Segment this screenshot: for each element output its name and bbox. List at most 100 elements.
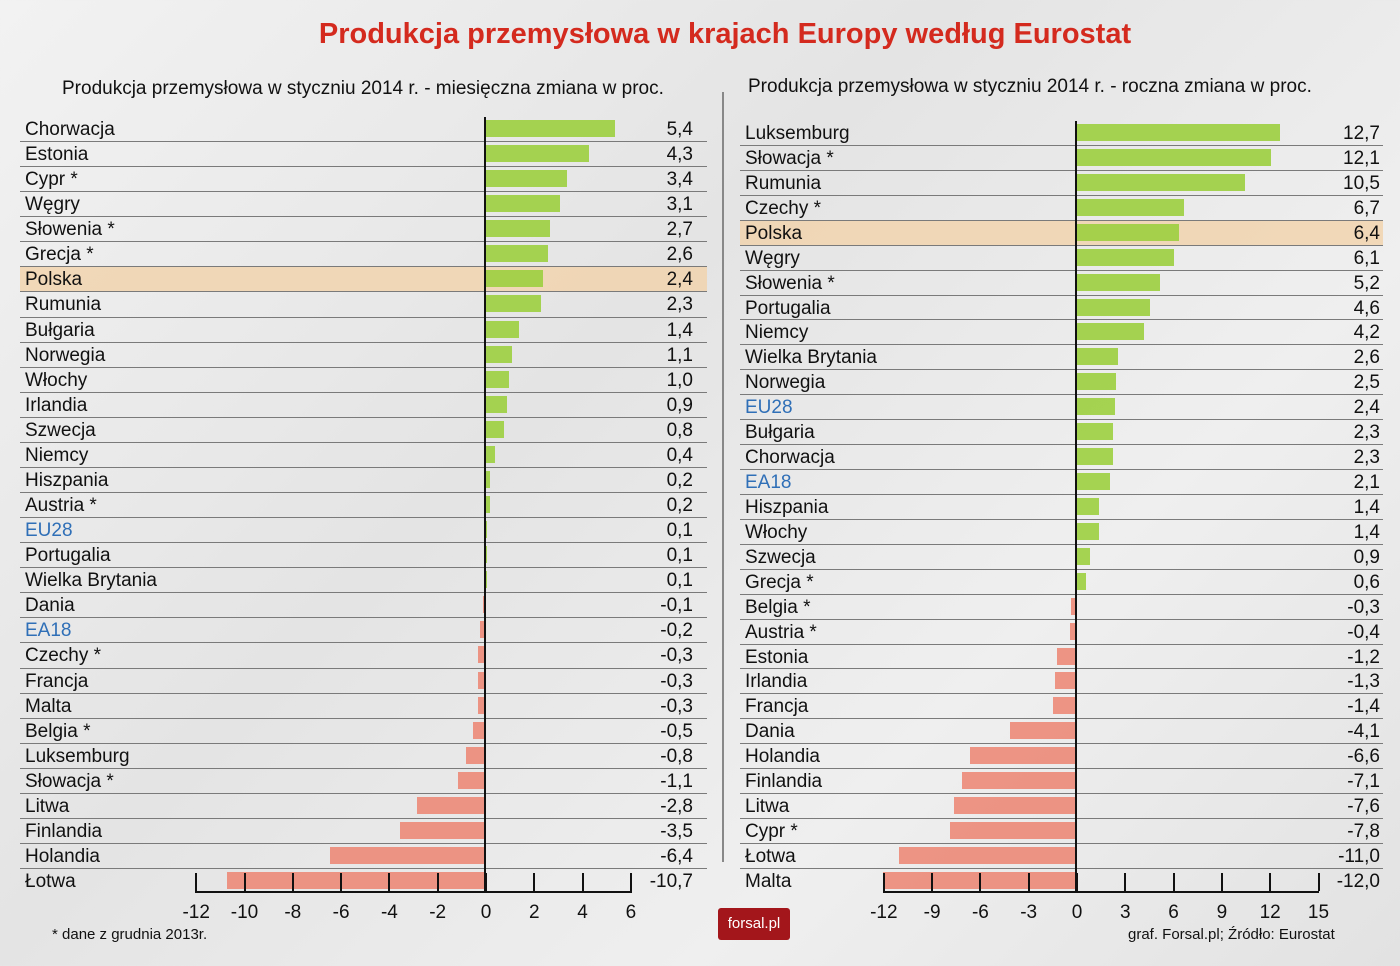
right-row-line bbox=[740, 768, 1383, 770]
left-value-label: -1,1 bbox=[660, 770, 693, 792]
right-bar bbox=[1076, 198, 1184, 216]
right-tick-label: 12 bbox=[1259, 902, 1281, 923]
right-row-line bbox=[740, 144, 1383, 146]
left-row-line bbox=[20, 642, 707, 644]
right-value-label: -4,1 bbox=[1347, 721, 1380, 743]
right-value-label: 1,4 bbox=[1353, 521, 1380, 543]
right-category-label: Belgia * bbox=[745, 596, 811, 618]
left-bar bbox=[485, 145, 589, 163]
right-tick-mark bbox=[979, 873, 982, 891]
left-tick-label: 0 bbox=[480, 902, 492, 923]
left-value-label: 5,4 bbox=[666, 119, 693, 140]
right-row-line bbox=[740, 294, 1383, 296]
right-bar bbox=[1076, 373, 1117, 391]
left-value-label: 2,4 bbox=[666, 269, 693, 291]
left-row-line bbox=[20, 216, 707, 218]
right-row-line bbox=[740, 543, 1383, 545]
left-bar bbox=[477, 646, 485, 664]
right-category-label: Łotwa bbox=[745, 845, 796, 867]
right-tick-label: 6 bbox=[1168, 902, 1179, 923]
right-value-label: 2,3 bbox=[1353, 447, 1380, 469]
left-category-label: Niemcy bbox=[25, 444, 89, 466]
right-category-label: Austria * bbox=[745, 621, 817, 643]
left-bar bbox=[485, 546, 488, 564]
left-value-label: 0,4 bbox=[666, 444, 693, 466]
right-bar bbox=[950, 822, 1076, 840]
right-row-line bbox=[740, 369, 1383, 371]
right-row-line bbox=[740, 469, 1383, 471]
left-row-line bbox=[20, 767, 707, 769]
right-bar bbox=[1076, 173, 1246, 191]
left-row-line bbox=[20, 667, 707, 669]
chart-title: Produkcja przemysłowa w krajach Europy w… bbox=[318, 18, 1132, 50]
left-row-line bbox=[20, 441, 707, 443]
right-bar bbox=[1076, 473, 1110, 491]
left-bar bbox=[477, 696, 485, 714]
right-tick-label: 9 bbox=[1216, 902, 1228, 923]
left-value-label: -0,3 bbox=[660, 695, 693, 717]
left-tick-label: -12 bbox=[182, 902, 210, 923]
right-category-label: Irlandia bbox=[745, 671, 808, 693]
left-value-label: -0,5 bbox=[660, 720, 693, 742]
right-value-label: 6,1 bbox=[1353, 247, 1380, 269]
right-category-label: Niemcy bbox=[745, 322, 809, 344]
left-value-label: 3,1 bbox=[666, 194, 693, 216]
right-row-line bbox=[740, 593, 1383, 595]
forsal-logo: forsal.pl bbox=[718, 908, 790, 940]
right-value-label: 4,2 bbox=[1353, 322, 1380, 344]
left-category-label: Cypr * bbox=[25, 169, 78, 191]
right-row-line bbox=[740, 867, 1383, 869]
left-tick-label: 4 bbox=[577, 902, 588, 923]
right-tick-mark bbox=[882, 873, 885, 891]
right-category-label: Grecja * bbox=[745, 571, 814, 593]
left-value-label: 4,3 bbox=[666, 144, 693, 166]
right-category-label: Bułgaria bbox=[745, 422, 815, 444]
left-row-line bbox=[20, 316, 707, 318]
left-bar bbox=[482, 596, 485, 614]
left-category-label: Malta bbox=[25, 695, 72, 717]
left-bar bbox=[485, 270, 543, 288]
left-category-label: Hiszpania bbox=[25, 469, 109, 491]
left-bar bbox=[226, 872, 485, 890]
right-category-label: Słowacja * bbox=[745, 147, 834, 169]
left-bar bbox=[485, 571, 488, 589]
right-tick-label: -12 bbox=[870, 902, 898, 923]
right-value-label: 0,6 bbox=[1353, 571, 1380, 593]
left-bar bbox=[400, 821, 485, 839]
left-bar bbox=[485, 420, 505, 438]
right-row-line bbox=[740, 568, 1383, 570]
right-tick-label: 15 bbox=[1307, 902, 1330, 923]
left-category-label: Portugalia bbox=[25, 545, 111, 567]
left-chart-title: Produkcja przemysłowa w styczniu 2014 r.… bbox=[62, 78, 664, 99]
left-bar bbox=[465, 746, 485, 764]
left-tick-label: -10 bbox=[230, 902, 259, 923]
right-bar bbox=[969, 747, 1076, 765]
left-row-line bbox=[20, 241, 707, 243]
right-category-label: Luksemburg bbox=[745, 123, 850, 144]
left-value-label: 0,1 bbox=[666, 545, 693, 567]
left-bar bbox=[485, 320, 519, 338]
right-category-label: Cypr * bbox=[745, 821, 798, 843]
right-value-label: 2,3 bbox=[1353, 422, 1380, 444]
left-tick-mark bbox=[291, 873, 294, 891]
left-category-label: Estonia bbox=[25, 144, 89, 166]
right-category-label: Estonia bbox=[745, 646, 809, 668]
right-bar bbox=[1076, 124, 1281, 141]
left-bar bbox=[485, 445, 495, 463]
left-category-label: Wielka Brytania bbox=[25, 570, 157, 592]
right-value-label: 5,2 bbox=[1353, 272, 1380, 294]
right-category-label: Rumunia bbox=[745, 172, 822, 194]
right-row-line bbox=[740, 194, 1383, 196]
left-category-label: Węgry bbox=[25, 194, 80, 216]
right-value-label: 1,4 bbox=[1353, 496, 1380, 518]
right-bar bbox=[1076, 273, 1160, 291]
right-value-label: -1,4 bbox=[1347, 696, 1380, 718]
left-row-line bbox=[20, 717, 707, 719]
left-row-line bbox=[20, 266, 707, 268]
right-value-label: 2,4 bbox=[1353, 397, 1380, 419]
right-row-line bbox=[740, 668, 1383, 670]
left-bar bbox=[485, 295, 541, 313]
right-tick-mark bbox=[1124, 873, 1127, 891]
left-row-line bbox=[20, 742, 707, 744]
left-row-line bbox=[20, 792, 707, 794]
